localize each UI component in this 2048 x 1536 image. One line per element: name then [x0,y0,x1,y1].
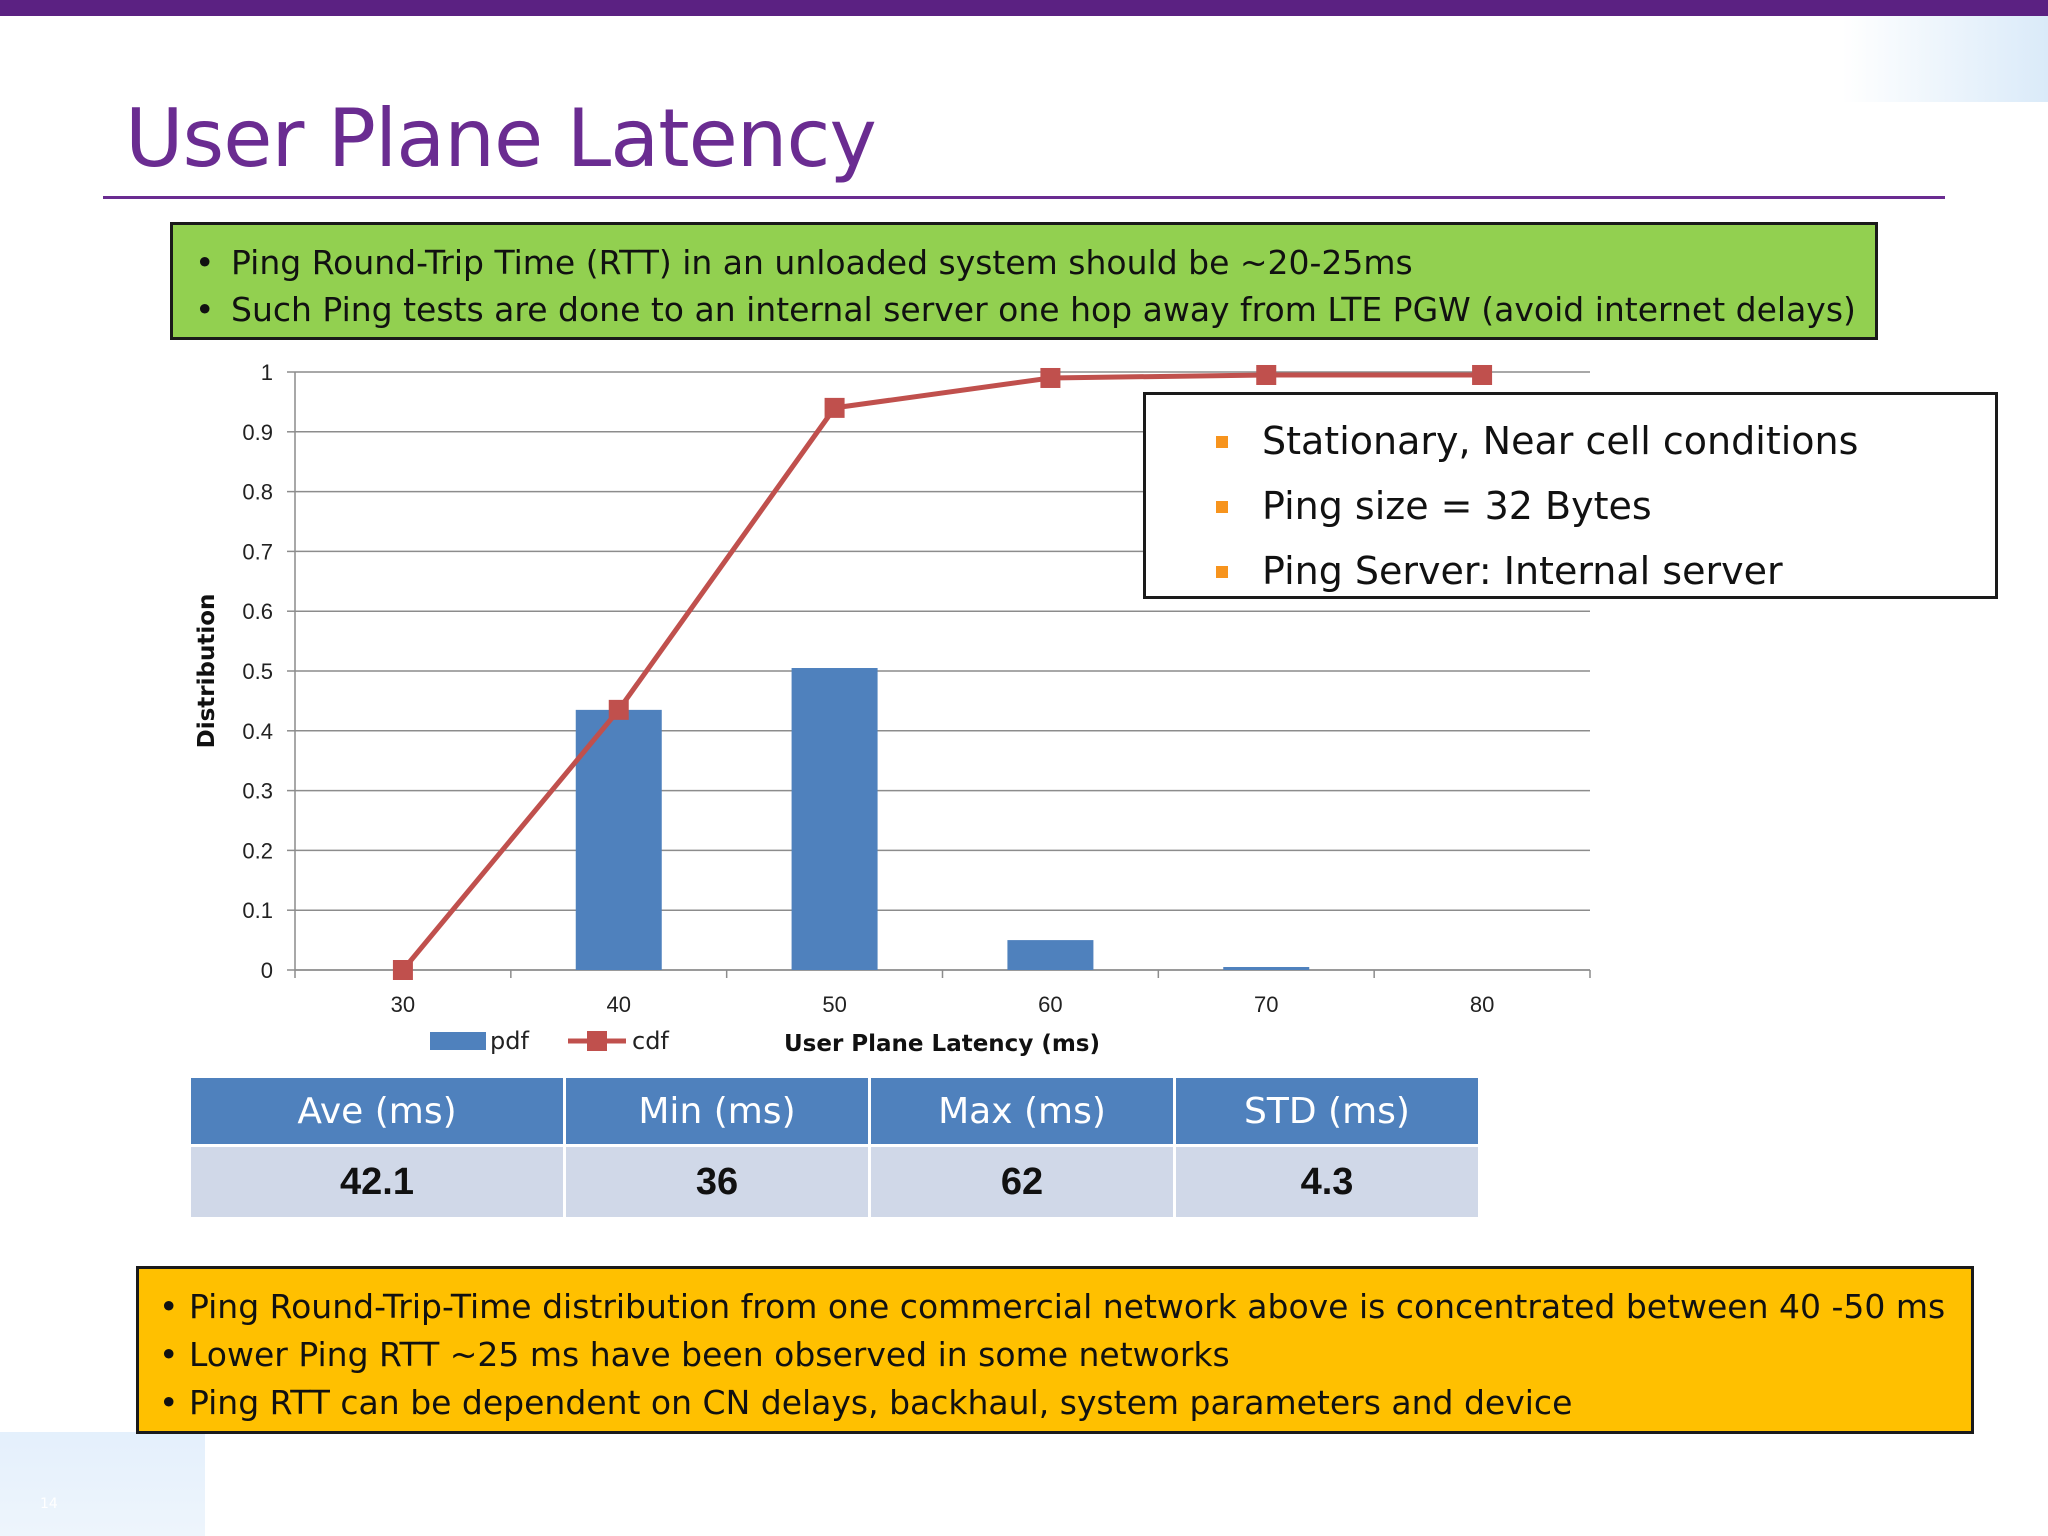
findings-box: • Ping Round-Trip-Time distribution from… [136,1266,1974,1434]
y-tick-label: 1 [261,360,273,385]
bullet-dot: • [195,243,215,282]
cdf-marker [824,397,845,418]
pdf-bar [1007,940,1094,970]
legend-pdf-label: pdf [490,1027,529,1055]
x-tick-label: 70 [1254,992,1278,1017]
x-tick-label: 80 [1470,992,1494,1017]
pdf-bar [1223,967,1310,970]
table-cell: 36 [563,1144,871,1220]
cdf-line [400,372,1483,972]
x-tick-label: 60 [1038,992,1062,1017]
x-tick-label: 40 [607,992,631,1017]
y-tick-label: 0.1 [242,898,273,923]
y-tick-label: 0.7 [242,539,273,564]
cdf-marker [1256,364,1277,385]
table-header-cell: Max (ms) [868,1075,1176,1147]
slide-number: 14 [40,1496,58,1512]
findings-bullet: • Lower Ping RTT ~25 ms have been observ… [159,1335,1230,1374]
table-header-row: Ave (ms) Min (ms) Max (ms) STD (ms) [188,1075,1481,1147]
y-tick-label: 0.6 [242,599,273,624]
bullet-dot: • [195,290,215,329]
x-tick-label: 30 [391,992,415,1017]
square-bullet-icon [1216,500,1228,513]
pdf-bar [575,709,662,970]
summary-bullet: • Ping Round-Trip Time (RTT) in an unload… [195,239,1875,286]
cdf-marker [392,960,413,980]
cdf-marker [1472,364,1493,385]
x-tick-label: 50 [822,992,846,1017]
y-tick-label: 0.5 [242,659,273,684]
legend-pdf-swatch [430,1032,486,1050]
y-axis-title: Distribution [194,594,220,749]
table-header-cell: Ave (ms) [188,1075,566,1147]
square-bullet-icon [1216,435,1228,448]
table-cell: 4.3 [1173,1144,1481,1220]
legend-cdf-label: cdf [632,1027,669,1055]
table-cell: 42.1 [188,1144,566,1220]
legend-cdf-marker [587,1031,607,1051]
table-header-cell: Min (ms) [563,1075,871,1147]
summary-bullet: • Such Ping tests are done to an internal… [195,286,1875,333]
x-axis-title: User Plane Latency (ms) [784,1031,1100,1057]
corner-decoration [1842,16,2048,102]
latency-stats-table: Ave (ms) Min (ms) Max (ms) STD (ms) 42.1… [188,1075,1481,1220]
test-conditions-box: Stationary, Near cell conditions Ping si… [1143,392,1998,599]
y-tick-label: 0.4 [242,719,273,744]
y-tick-label: 0 [261,958,273,983]
y-tick-label: 0.2 [242,838,273,863]
pdf-bar [791,668,878,970]
table-header-cell: STD (ms) [1173,1075,1481,1147]
cdf-marker [608,699,629,720]
condition-item: Ping size = 32 Bytes [1216,474,1995,539]
corner-decoration [0,1432,205,1536]
findings-bullet: • Ping Round-Trip-Time distribution from… [159,1287,1946,1326]
y-tick-label: 0.3 [242,779,273,804]
y-tick-label: 0.8 [242,480,273,505]
slide-title: User Plane Latency [125,92,877,185]
condition-item: Ping Server: Internal server [1216,539,1995,604]
summary-box: • Ping Round-Trip Time (RTT) in an unload… [170,222,1878,340]
table-row: 42.1 36 62 4.3 [188,1144,1481,1220]
latency-chart: 0 0.1 0.2 0.3 0.4 0.5 0.6 0.7 0.8 0.9 1 30 40 50 60 70 8… [194,360,1591,1057]
table-cell: 62 [868,1144,1176,1220]
findings-bullet: • Ping RTT can be dependent on CN delays… [159,1383,1573,1422]
title-divider [103,196,1945,199]
square-bullet-icon [1216,565,1228,578]
cdf-marker [1040,367,1061,388]
y-tick-label: 0.9 [242,420,273,445]
condition-item: Stationary, Near cell conditions [1216,409,1995,474]
top-accent-bar [0,0,2048,16]
